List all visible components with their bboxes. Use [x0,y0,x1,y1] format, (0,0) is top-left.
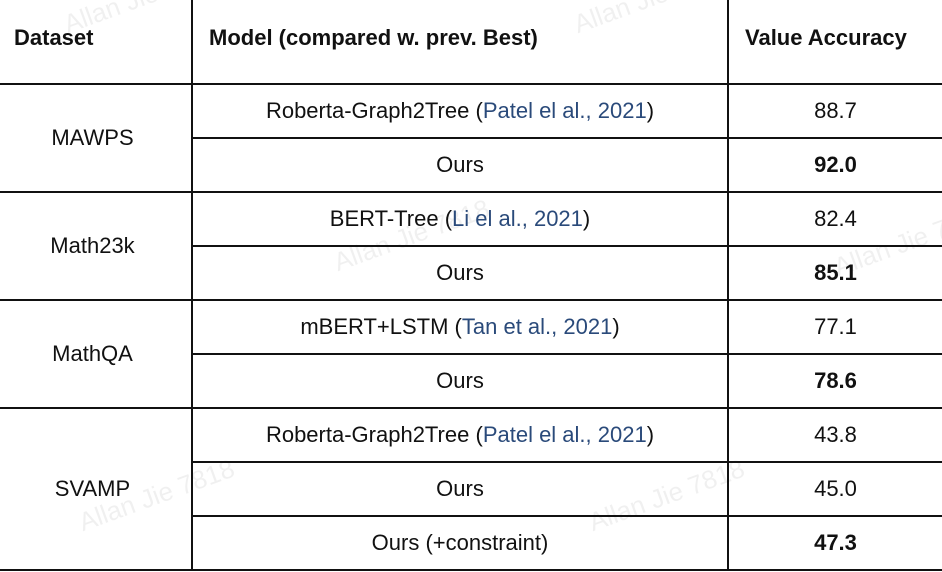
model-cell: BERT-Tree (Li el al., 2021) [191,192,728,247]
model-cell: Ours [191,354,728,409]
model-name: Roberta-Graph2Tree [265,422,470,447]
accuracy-cell: 78.6 [727,354,942,409]
accuracy-cell: 77.1 [727,300,942,355]
model-cell: Ours [191,462,728,517]
header-model: Model (compared w. prev. Best) [191,0,728,85]
model-name: Ours [436,260,484,285]
table-row: Ours 92.0 [0,138,942,193]
accuracy-cell: 82.4 [727,192,942,247]
model-cell: Ours [191,246,728,301]
accuracy-cell: 88.7 [727,84,942,139]
table-row: Ours 85.1 [0,246,942,301]
model-cell: Ours [191,138,728,193]
model-cell: Roberta-Graph2Tree (Patel el al., 2021) [191,84,728,139]
model-name: Ours [436,152,484,177]
citation-link[interactable]: Li el al., 2021 [452,206,583,231]
accuracy-cell: 47.3 [727,516,942,571]
model-cell: mBERT+LSTM (Tan et al., 2021) [191,300,728,355]
citation-link[interactable]: Tan et al., 2021 [461,314,613,339]
header-accuracy: Value Accuracy [727,0,942,85]
table-row: Math23k BERT-Tree (Li el al., 2021) 82.4 [0,192,942,301]
model-name: Ours [436,476,484,501]
citation-link[interactable]: Patel el al., 2021 [482,98,647,123]
header-dataset: Dataset [0,0,192,85]
dataset-cell: SVAMP [0,408,192,571]
table-row: Ours (+constraint) 47.3 [0,516,942,571]
accuracy-cell: 45.0 [727,462,942,517]
accuracy-cell: 92.0 [727,138,942,193]
accuracy-cell: 43.8 [727,408,942,463]
table-row: MathQA mBERT+LSTM (Tan et al., 2021) 77.1 [0,300,942,409]
model-name: mBERT+LSTM [300,314,449,339]
table-row: Ours 78.6 [0,354,942,409]
accuracy-cell: 85.1 [727,246,942,301]
table-body: MAWPS Roberta-Graph2Tree (Patel el al., 2… [0,84,942,571]
model-name: Ours [436,368,484,393]
dataset-cell: MathQA [0,300,192,409]
model-name: Roberta-Graph2Tree [265,98,470,123]
model-cell: Ours (+constraint) [191,516,728,571]
model-name: BERT-Tree [329,206,439,231]
dataset-cell: Math23k [0,192,192,301]
table-row: MAWPS Roberta-Graph2Tree (Patel el al., 2… [0,84,942,193]
model-name: Ours (+constraint) [371,530,549,555]
header-row: Dataset Model (compared w. prev. Best) V… [0,0,942,85]
table-header: Dataset Model (compared w. prev. Best) V… [0,0,942,85]
table-row: SVAMP Roberta-Graph2Tree (Patel el al., 2… [0,408,942,571]
citation-link[interactable]: Patel el al., 2021 [482,422,647,447]
model-cell: Roberta-Graph2Tree (Patel el al., 2021) [191,408,728,463]
table-row: Ours 45.0 [0,462,942,517]
dataset-cell: MAWPS [0,84,192,193]
